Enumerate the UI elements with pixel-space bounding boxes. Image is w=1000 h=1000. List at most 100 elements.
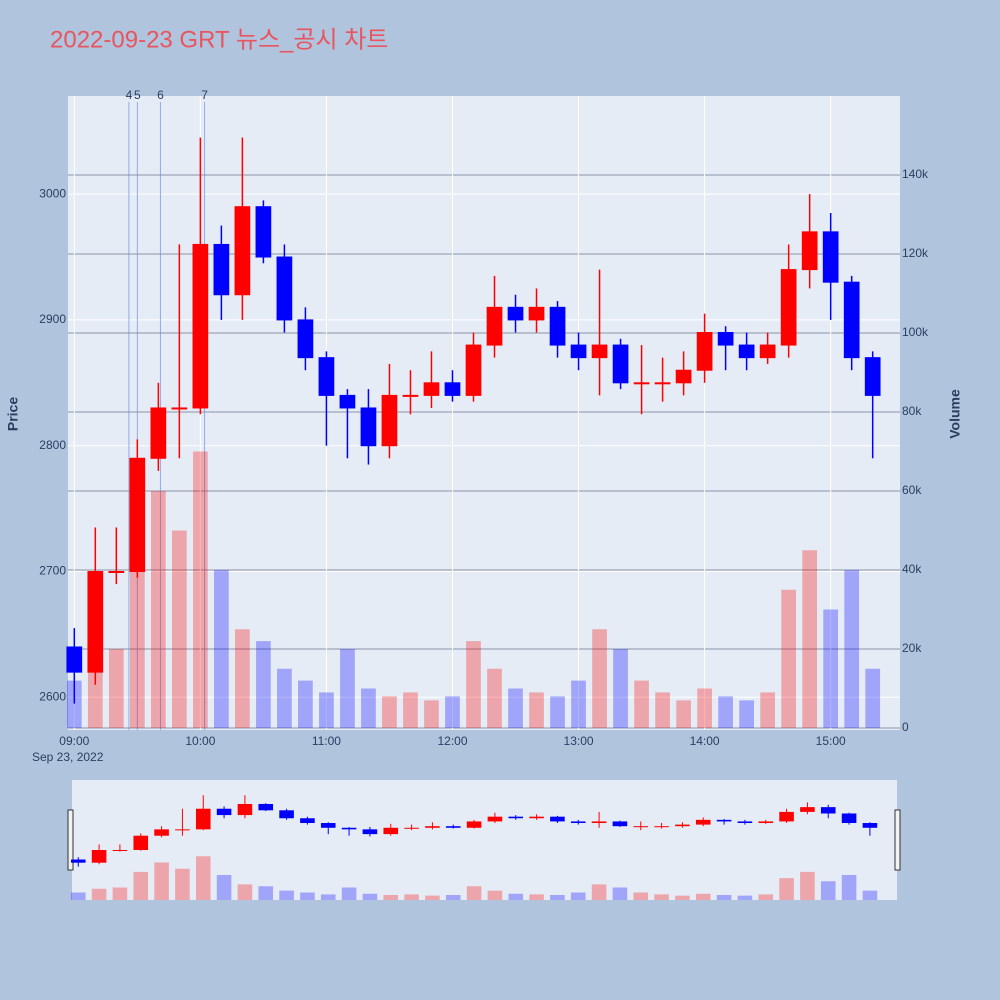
candle-body (402, 394, 419, 397)
mini-volume-bar (841, 875, 857, 900)
candle-body (234, 206, 251, 296)
candle-body (801, 231, 818, 271)
volume-bar (129, 550, 145, 728)
candle-body (66, 646, 83, 673)
mini-candle-body (737, 821, 753, 824)
mini-candle-body (550, 816, 565, 822)
mini-candle-body (175, 829, 190, 831)
mini-volume-bar (570, 892, 586, 900)
mini-volume-bar (737, 895, 753, 900)
mini-volume-bar (425, 895, 440, 900)
mini-candle-body (425, 826, 440, 828)
volume-bar (382, 696, 397, 728)
mini-volume-bar (175, 868, 190, 900)
chart-title: 2022-09-23 GRT 뉴스_공시 차트 (50, 26, 388, 53)
mini-candle-body (779, 811, 794, 822)
volume-bar (760, 692, 775, 728)
range-slider[interactable] (72, 780, 897, 900)
mini-volume-bar (654, 894, 669, 900)
mini-candle-body (841, 813, 857, 824)
candle-body (864, 357, 881, 396)
volume-bar (676, 700, 691, 728)
mini-volume-bar (862, 890, 878, 900)
candle-body (570, 344, 587, 359)
volume-bar (172, 530, 187, 728)
volume-bar (613, 649, 628, 728)
candle-body (276, 256, 293, 321)
volume-bar (193, 451, 208, 728)
mini-candle-body (362, 829, 378, 835)
candle-body (318, 357, 335, 396)
x-tick-label: 09:00 (59, 734, 89, 748)
mini-volume-bar (133, 871, 149, 900)
x-tick-label: 15:00 (816, 734, 846, 748)
candle-body (675, 369, 692, 384)
mini-volume-bar (487, 890, 503, 900)
mini-candle-body (508, 816, 524, 819)
x-tick-label: 11:00 (312, 734, 341, 748)
y2-tick-label: 80k (902, 404, 922, 418)
volume-bar (424, 700, 439, 728)
mini-candle-body (487, 816, 503, 822)
candle-body (696, 331, 713, 371)
slider-handle[interactable] (67, 809, 74, 871)
event-label: 7 (201, 88, 208, 102)
event-label: 4 (126, 88, 133, 102)
candle-body (528, 306, 545, 321)
mini-volume-bar (612, 887, 628, 900)
volume-bar (87, 656, 103, 728)
candle-body (213, 243, 230, 296)
volume-bar (66, 680, 82, 728)
mini-candle-body (216, 808, 232, 816)
candle-body (591, 344, 608, 359)
y2-tick-label: 100k (902, 325, 929, 339)
volume-bar (508, 688, 523, 728)
y-tick-label: 2900 (39, 312, 66, 326)
mini-candle-body (758, 821, 774, 824)
x-tick-label: 10:00 (185, 734, 215, 748)
volume-bar (844, 570, 860, 728)
mini-volume-bar (91, 888, 107, 900)
candle-body (444, 382, 461, 396)
mini-candle-body (404, 827, 419, 829)
mini-volume-bar (758, 894, 774, 900)
mini-candle-body (258, 803, 274, 811)
x-tick-label: 14:00 (690, 734, 720, 748)
mini-candle-body (112, 850, 128, 851)
candle-body (738, 344, 755, 359)
mini-candle-body (716, 819, 732, 822)
mini-candle-body (633, 826, 649, 828)
mini-candle-body (800, 807, 815, 812)
y2-tick-label: 120k (902, 246, 929, 260)
volume-bar (277, 668, 292, 728)
volume-bar (108, 649, 124, 728)
mini-candle-body (300, 818, 315, 824)
mini-volume-bar (800, 871, 815, 900)
volume-bar (781, 589, 796, 728)
volume-bar (445, 696, 460, 728)
mini-volume-bar (341, 887, 357, 900)
volume-bar (235, 629, 250, 728)
mini-candle-body (91, 850, 107, 863)
mini-volume-bar (154, 862, 169, 900)
mini-candle-body (383, 827, 399, 835)
candle-body (297, 319, 314, 359)
candle-body (423, 382, 440, 396)
volume-bar (571, 680, 586, 728)
mini-volume-bar (466, 886, 482, 900)
y2-tick-label: 20k (902, 641, 922, 655)
mini-candle-body (70, 859, 86, 863)
candle-body (150, 407, 167, 459)
y2-axis-title: Volume (947, 389, 963, 439)
volume-bar (634, 680, 649, 728)
y-tick-label: 2800 (39, 438, 66, 452)
candle-body (108, 571, 125, 573)
volume-bar (592, 629, 607, 728)
volume-bar (802, 550, 818, 728)
mini-volume-bar (237, 884, 253, 900)
slider-handle[interactable] (894, 809, 901, 871)
volume-bar (403, 692, 418, 728)
mini-candle-body (154, 829, 169, 836)
mini-volume-bar (550, 895, 565, 900)
mini-volume-bar (320, 894, 336, 900)
